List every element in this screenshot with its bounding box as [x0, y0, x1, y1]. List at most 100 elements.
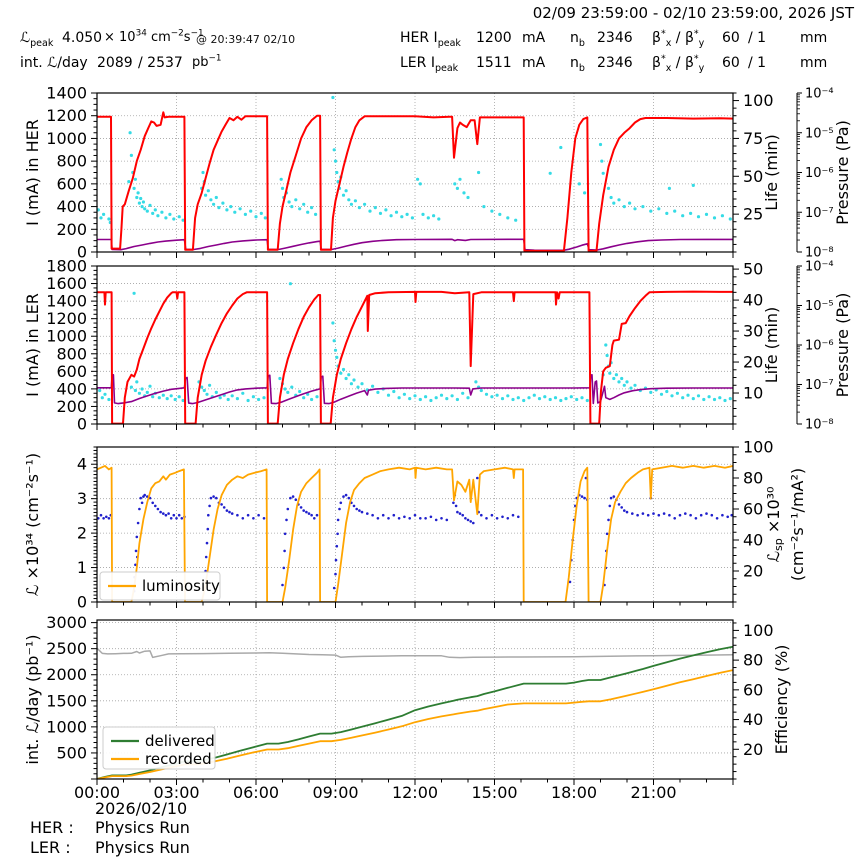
right-tick-label: 20 [743, 562, 763, 581]
right-tick-label: 20 [743, 740, 763, 759]
footer-date: 2026/02/10 [95, 799, 188, 818]
pressure-tick-label: 10⁻⁶ [805, 339, 834, 354]
pressure-axis-label: Pressure (Pa) [833, 293, 852, 398]
x-ticks [96, 424, 734, 430]
luminosity-panel: 0 1 2 3 4 ℒ ×10³⁴ (cm⁻²s⁻¹) 20 40 60 80 100 ℒsp ×10… [23, 438, 807, 612]
y-tick-label: 3000 [46, 613, 87, 632]
y-ticks [91, 622, 97, 780]
x-tick-label: 18:00 [551, 783, 597, 802]
x-tick-label: 15:00 [471, 783, 517, 802]
x-tick-label: 12:00 [392, 783, 438, 802]
ler-ipeak-value: 1511 [476, 55, 512, 71]
y-tick-label: 2 [77, 524, 87, 543]
y-tick-label: 0 [77, 593, 87, 612]
specific-luminosity-scatter [97, 476, 733, 593]
y-ticks [91, 265, 97, 425]
x-tick-label: 00:00 [74, 783, 120, 802]
right-axis-label: Life (min) [762, 134, 781, 211]
lpeak-value: 4.050 [62, 30, 103, 46]
y-tick-label: 1400 [46, 292, 87, 311]
y-tick-label: 0 [77, 243, 87, 262]
integrated-luminosity-panel: 00:00 03:00 06:00 09:00 12:00 15:00 18:00 21:00… [23, 613, 791, 802]
x-tick-label: 09:00 [312, 783, 358, 802]
pressure-tick-label: 10⁻⁶ [805, 166, 834, 181]
right-tick-label: 100 [743, 438, 774, 457]
right-tick-label: 50 [743, 260, 763, 279]
pressure-tick-label: 10⁻⁸ [805, 246, 834, 261]
gridlines [97, 266, 733, 424]
y-ticks [91, 92, 97, 253]
y-tick-label: 600 [56, 362, 87, 381]
her-beta-value2: / 1 [748, 30, 767, 46]
x-tick-label: 03:00 [153, 783, 199, 802]
right-axis-label: Efficiency (%) [772, 645, 791, 755]
y-tick-label: 0 [77, 415, 87, 434]
x-tick-label: 06:00 [233, 783, 279, 802]
right-tick-label: 40 [743, 291, 763, 310]
y-tick-label: 800 [56, 344, 87, 363]
intl-label: int. ℒ/day [20, 55, 88, 71]
x-ticks [96, 602, 734, 608]
pressure-tick-label: 10⁻⁷ [805, 378, 834, 393]
y-tick-label: 3 [77, 489, 87, 508]
luminosity-line [97, 465, 733, 602]
pressure-axis: 10⁻⁴ 10⁻⁵ 10⁻⁶ 10⁻⁷ 10⁻⁸ Pressure (Pa) [796, 260, 852, 433]
right-axis-ticks [733, 268, 739, 425]
y-tick-label: 800 [56, 152, 87, 171]
y-axis-label: ℒ ×10³⁴ (cm⁻²s⁻¹) [23, 453, 42, 596]
y-tick-label: 1000 [46, 717, 87, 736]
y-tick-label: 200 [56, 220, 87, 239]
footer-her-label: HER : [30, 818, 74, 837]
pressure-tick-label: 10⁻⁷ [805, 206, 834, 221]
y-tick-label: 200 [56, 397, 87, 416]
right-tick-label: 20 [743, 353, 763, 372]
her-ipeak-value: 1200 [476, 30, 512, 46]
y-axis-label: int. ℒ/day (pb⁻¹) [23, 634, 42, 764]
y-tick-label: 1000 [46, 129, 87, 148]
y-tick-label: 1800 [46, 257, 87, 276]
y-tick-label: 1000 [46, 327, 87, 346]
right-tick-label: 50 [743, 167, 763, 186]
right-tick-label: 75 [743, 129, 763, 148]
lpeak-time: @ 20:39:47 02/10 [196, 33, 296, 46]
right-tick-label: 30 [743, 322, 763, 341]
y-tick-label: 600 [56, 174, 87, 193]
efficiency-line [97, 647, 733, 659]
right-tick-label: 100 [743, 621, 774, 640]
intl-unit: pb−1 [192, 53, 222, 70]
legend-label: luminosity [142, 577, 220, 595]
legend-label: recorded [145, 750, 212, 768]
pressure-tick-label: 10⁻⁵ [805, 299, 834, 314]
ler-beta-label: β*x / β*y [652, 53, 705, 74]
ler-nb-value: 2346 [597, 55, 633, 71]
lpeak-unit: × 1034 cm−2s−1 [104, 28, 204, 45]
y-axis-label: I (mA) in HER [23, 119, 42, 226]
her-beta-value: 60 [722, 30, 740, 46]
pressure-tick-label: 10⁻⁵ [805, 126, 834, 141]
ler-pressure-trace [97, 374, 733, 405]
title-date-range: 02/09 23:59:00 - 02/10 23:59:00, 2026 JS… [532, 4, 854, 22]
pressure-tick-label: 10⁻⁸ [805, 418, 834, 433]
right-tick-label: 80 [743, 651, 763, 670]
y-axis-label: I (mA) in LER [23, 293, 42, 397]
right-tick-label: 60 [743, 680, 763, 699]
right-tick-label: 100 [743, 91, 774, 110]
y-tick-label: 1600 [46, 274, 87, 293]
gridlines [97, 447, 733, 602]
her-ipeak-unit: mA [522, 30, 546, 46]
her-nb-value: 2346 [597, 30, 633, 46]
x-ticks [96, 779, 734, 785]
footer-her-status: Physics Run [95, 818, 190, 837]
y-tick-label: 2000 [46, 665, 87, 684]
y-tick-label: 1200 [46, 106, 87, 125]
y-tick-label: 400 [56, 197, 87, 216]
right-tick-label: 40 [743, 531, 763, 550]
y-tick-label: 1500 [46, 691, 87, 710]
her-ipeak-label: HER Ipeak [400, 30, 461, 49]
y-tick-label: 4 [77, 455, 87, 474]
